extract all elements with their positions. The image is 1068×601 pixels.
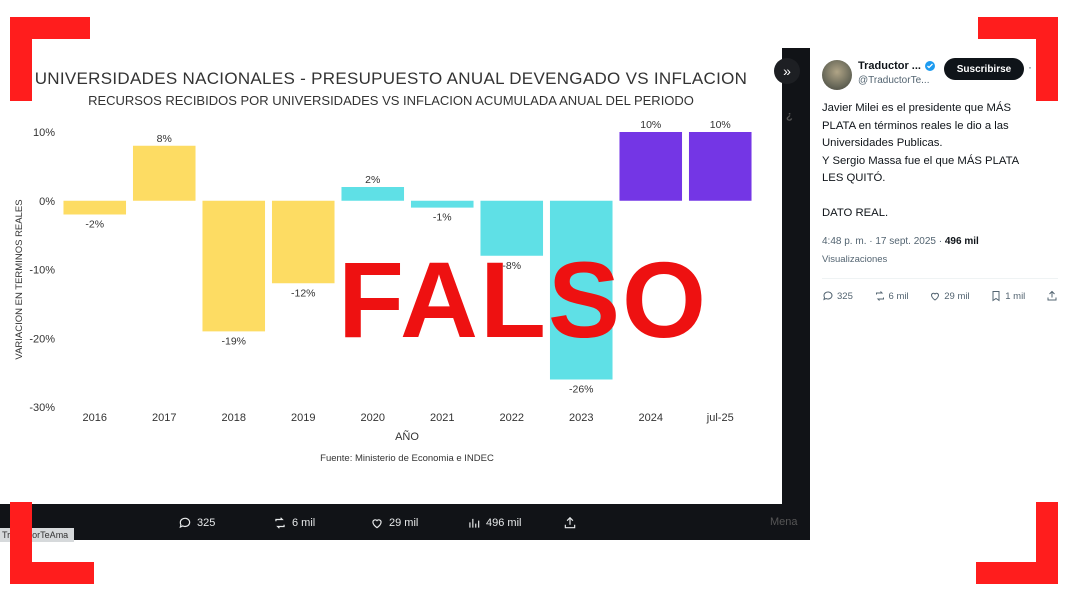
verified-badge-icon [924, 61, 935, 71]
expand-icon[interactable]: » [774, 58, 800, 84]
views-icon [469, 518, 480, 528]
bar [202, 200, 266, 332]
divider [822, 278, 1058, 279]
bookmark-icon [992, 291, 1000, 302]
views-total: 496 mil [944, 236, 979, 247]
bookmark-button[interactable]: 1 mil [990, 290, 1025, 302]
data-label: 10% [640, 119, 661, 131]
bar [549, 200, 613, 380]
y-axis-title: VARIACION EN TERMINOS REALES [14, 199, 25, 359]
x-tick-label: 2020 [361, 412, 385, 424]
like-count: 29 mil [944, 290, 970, 302]
bar [688, 132, 752, 201]
data-label: -12% [291, 287, 316, 299]
like-action[interactable]: 29 mil [370, 516, 418, 530]
tweet-line: LES QUITÓ. [822, 172, 886, 185]
data-label: -8% [502, 260, 521, 272]
author-handle[interactable]: @TraductorTe... [858, 75, 930, 86]
data-label: -2% [85, 219, 104, 231]
tweet-text: Javier Milei es el presidente que MÁS PL… [822, 100, 1058, 223]
y-tick-label: -30% [29, 402, 55, 414]
more-options-icon[interactable]: · [1028, 60, 1032, 74]
heart-icon [372, 519, 382, 529]
x-tick-label: 2024 [639, 412, 663, 424]
bar [619, 132, 683, 201]
tweet-line: Y Sergio Massa fue el que MÁS PLATA [822, 154, 1020, 167]
background-fragment: ¿ [786, 110, 793, 122]
like-button[interactable]: 29 mil [929, 290, 970, 302]
x-tick-label: 2023 [569, 412, 593, 424]
chart-card: UNIVERSIDADES NACIONALES - PRESUPUESTO A… [0, 48, 782, 504]
share-icon [1047, 290, 1057, 301]
repost-action[interactable]: 6 mil [273, 516, 315, 530]
chart-subtitle: RECURSOS RECIBIDOS POR UNIVERSIDADES VS … [88, 93, 694, 108]
repost-count: 6 mil [888, 290, 909, 302]
repost-icon [275, 517, 285, 529]
reply-icon [179, 517, 191, 529]
views-label: Visualizaciones [822, 254, 888, 265]
bar-chart: 10% 0% -10% -20% -30% -2% 2016 8% 2017 -19% 2018 -1… [14, 119, 752, 464]
y-tick-label: -10% [29, 265, 55, 277]
data-label: -26% [569, 384, 594, 396]
heart-icon [931, 292, 940, 301]
tweet-line [822, 188, 1058, 205]
tweet-line: Javier Milei es el presidente que MÁS [822, 102, 1011, 114]
y-tick-label: 0% [39, 196, 55, 208]
avatar[interactable] [822, 60, 852, 90]
x-tick-label: 2021 [430, 412, 454, 424]
bar [132, 145, 196, 201]
x-tick-label: 2016 [83, 412, 107, 424]
data-label: 10% [710, 119, 731, 131]
tweet-timestamp: 4:48 p. m. · 17 sept. 2025 · 496 mil [822, 236, 979, 247]
x-tick-label: 2019 [291, 412, 315, 424]
tweet-actions: 325 6 mil 29 mil 1 mil [822, 290, 1058, 302]
reply-icon [823, 291, 833, 301]
bar [271, 200, 335, 284]
x-tick-label: 2017 [152, 412, 176, 424]
tweet-panel: Traductor ... @TraductorTe... Suscribirs… [812, 48, 1068, 328]
repost-count: 6 mil [292, 517, 316, 529]
falso-stamp: FALSO [338, 239, 709, 360]
repost-button[interactable]: 6 mil [874, 290, 909, 302]
views-count: 496 mil [486, 517, 522, 529]
like-count: 29 mil [389, 517, 419, 529]
bar [410, 200, 474, 208]
x-tick-label: jul-25 [706, 412, 734, 424]
timestamp-text[interactable]: 4:48 p. m. · 17 sept. 2025 · [822, 236, 945, 247]
chart-title: UNIVERSIDADES NACIONALES - PRESUPUESTO A… [34, 69, 748, 88]
bar [341, 187, 405, 201]
data-label: 2% [365, 174, 380, 186]
repost-icon [875, 291, 884, 301]
author-name-row[interactable]: Traductor ... [858, 60, 936, 72]
reply-action[interactable]: 325 [178, 516, 215, 530]
y-tick-label: -20% [29, 333, 55, 345]
share-icon [564, 516, 576, 529]
x-tick-label: 2022 [500, 412, 524, 424]
reply-button[interactable]: 325 [822, 290, 853, 302]
bar [480, 200, 544, 256]
chart-source: Fuente: Ministerio de Economia e INDEC [320, 453, 494, 464]
share-button[interactable] [1046, 290, 1058, 302]
share-action[interactable] [563, 516, 577, 530]
x-axis-title: AÑO [395, 430, 419, 443]
bar [63, 200, 127, 215]
tweet-line: DATO REAL. [822, 206, 889, 219]
x-tick-label: 2018 [222, 412, 246, 424]
subscribe-button[interactable]: Suscribirse [944, 58, 1024, 80]
tweet-line: PLATA en términos reales le dio a las [822, 119, 1009, 132]
reply-count: 325 [197, 517, 216, 529]
faded-menu-text: Mena [770, 516, 798, 528]
media-action-bar: 325 6 mil 29 mil 496 mil Mena [0, 508, 798, 540]
y-tick-label: 10% [33, 127, 55, 139]
data-label: 8% [157, 133, 172, 145]
views-action[interactable]: 496 mil [467, 516, 521, 530]
tweet-line: Universidades Publicas. [822, 137, 943, 150]
author-name: Traductor ... [858, 60, 921, 72]
bookmark-count: 1 mil [1005, 290, 1026, 302]
data-label: -1% [433, 212, 452, 224]
data-label: -19% [221, 335, 246, 347]
reply-count: 325 [837, 290, 853, 302]
